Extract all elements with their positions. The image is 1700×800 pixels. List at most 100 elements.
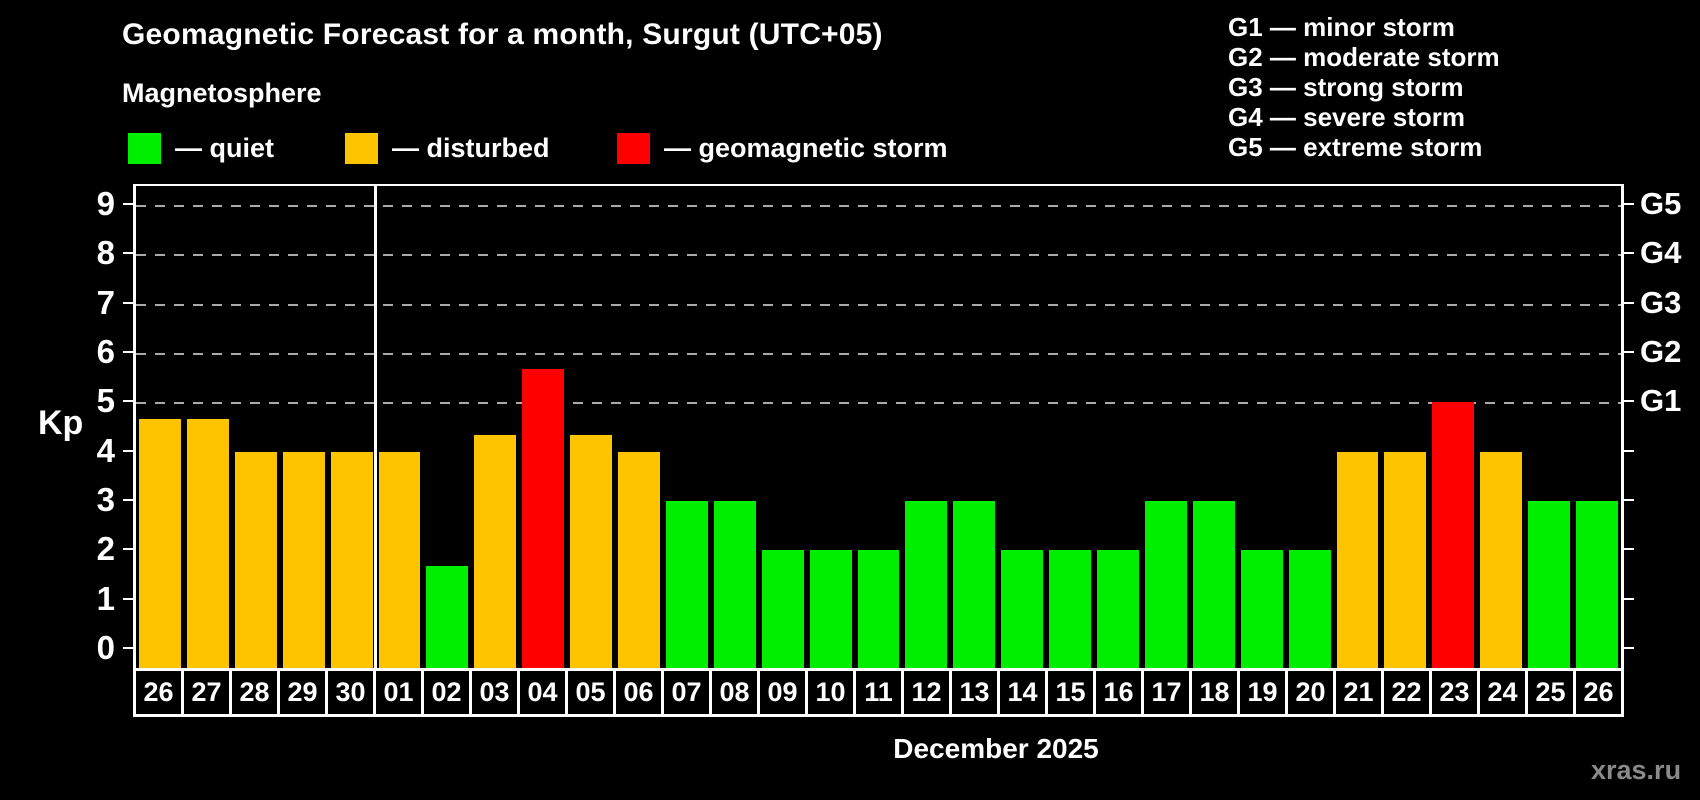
g-scale-legend: G1 — minor storm G2 — moderate storm G3 — … <box>1228 12 1500 162</box>
y-tick-left-6 <box>123 350 133 353</box>
y-axis-right: G1 G2 G3 G4 G5 <box>1624 184 1700 668</box>
bar-day-18 <box>1192 500 1235 668</box>
gridline-kp5 <box>136 402 1621 405</box>
legend-swatch-storm <box>617 132 650 164</box>
bar-day-23 <box>1432 402 1475 668</box>
g-legend-line-5: G5 — extreme storm <box>1228 132 1483 162</box>
legend-swatch-disturbed <box>345 132 378 164</box>
x-label-day-18-dec: 18 <box>1189 668 1240 717</box>
bar-day-26 <box>139 418 181 668</box>
legend-item-storm: — geomagnetic storm <box>617 131 948 165</box>
bar-day-05 <box>570 435 613 668</box>
y-tick-right-0 <box>1624 647 1634 650</box>
plot-area <box>133 184 1624 668</box>
y-axis-title: Kp <box>38 404 84 442</box>
y-axis-left: 0 1 2 3 4 5 6 7 8 9 <box>0 184 133 668</box>
bar-day-21 <box>1336 451 1379 668</box>
y-tick-label-1: 1 <box>96 579 115 617</box>
y-tick-left-1 <box>123 597 133 600</box>
g-level-label-G2: G2 <box>1640 333 1682 369</box>
g-level-label-G3: G3 <box>1640 284 1682 320</box>
y-tick-label-4: 4 <box>96 431 115 469</box>
y-tick-right-8 <box>1624 252 1634 255</box>
x-label-day-06-dec: 06 <box>613 668 664 717</box>
bar-day-03 <box>474 435 517 668</box>
y-tick-label-9: 9 <box>96 184 115 222</box>
x-label-day-17-dec: 17 <box>1141 668 1192 717</box>
bar-day-01 <box>378 451 421 668</box>
x-label-day-23-dec: 23 <box>1429 668 1480 717</box>
x-label-day-08-dec: 08 <box>709 668 760 717</box>
y-tick-label-3: 3 <box>96 481 115 519</box>
x-label-day-04-dec: 04 <box>517 668 568 717</box>
x-label-day-03-dec: 03 <box>469 668 520 717</box>
y-tick-label-6: 6 <box>96 332 115 370</box>
x-label-day-20-dec: 20 <box>1285 668 1336 717</box>
x-label-day-24-dec: 24 <box>1477 668 1528 717</box>
x-label-day-02-dec: 02 <box>421 668 472 717</box>
bar-day-15 <box>1049 549 1092 668</box>
bar-day-24 <box>1480 451 1523 668</box>
bar-day-26 <box>1576 500 1618 668</box>
legend-swatch-quiet <box>128 132 161 164</box>
y-tick-right-5 <box>1624 400 1634 403</box>
x-label-day-13-dec: 13 <box>949 668 1000 717</box>
g-level-label-G4: G4 <box>1640 235 1682 271</box>
bar-day-14 <box>1001 549 1044 668</box>
y-tick-right-2 <box>1624 548 1634 551</box>
y-tick-left-3 <box>123 499 133 502</box>
y-tick-label-0: 0 <box>96 629 115 667</box>
bar-day-25 <box>1528 500 1571 668</box>
x-label-day-05-dec: 05 <box>565 668 616 717</box>
y-tick-label-5: 5 <box>96 382 115 420</box>
bar-day-09 <box>761 549 804 668</box>
x-label-day-25-dec: 25 <box>1525 668 1576 717</box>
x-label-day-12-dec: 12 <box>901 668 952 717</box>
x-label-day-14-dec: 14 <box>997 668 1048 717</box>
y-tick-right-1 <box>1624 597 1634 600</box>
y-tick-left-2 <box>123 548 133 551</box>
bar-day-07 <box>665 500 708 668</box>
legend-item-quiet: — quiet <box>128 131 274 165</box>
bar-day-22 <box>1384 451 1427 668</box>
month-divider <box>374 186 378 668</box>
legend-label-quiet: — quiet <box>175 132 274 163</box>
y-tick-right-3 <box>1624 499 1634 502</box>
x-label-day-11-dec: 11 <box>853 668 904 717</box>
x-label-day-16-dec: 16 <box>1093 668 1144 717</box>
bar-day-06 <box>618 451 660 668</box>
g-legend-line-2: G2 — moderate storm <box>1228 42 1500 72</box>
bar-day-17 <box>1144 500 1187 668</box>
x-label-day-10-dec: 10 <box>805 668 856 717</box>
legend-label-storm: — geomagnetic storm <box>664 132 948 163</box>
x-label-day-15-dec: 15 <box>1045 668 1096 717</box>
x-label-day-28-nov: 28 <box>229 668 280 717</box>
x-label-day-09-dec: 09 <box>757 668 808 717</box>
g-legend-line-3: G3 — strong storm <box>1228 72 1464 102</box>
y-tick-left-8 <box>123 252 133 255</box>
bar-day-04 <box>522 369 565 668</box>
x-label-day-22-dec: 22 <box>1381 668 1432 717</box>
g-level-label-G1: G1 <box>1640 383 1682 419</box>
x-label-day-26-nov: 26 <box>133 668 184 717</box>
legend-label-disturbed: — disturbed <box>392 132 550 163</box>
bar-day-29 <box>282 451 325 668</box>
bar-day-16 <box>1097 549 1139 668</box>
y-tick-left-4 <box>123 449 133 452</box>
chart-title: Geomagnetic Forecast for a month, Surgut… <box>122 18 883 51</box>
x-axis-labels: 26 27 28 29 30 01 02 03 04 05 06 07 08 09 10 11 12 13 14 15… <box>133 668 1624 717</box>
gridline-kp7 <box>136 303 1621 306</box>
g-legend-line-4: G4 — severe storm <box>1228 102 1466 132</box>
y-tick-label-2: 2 <box>96 530 115 568</box>
g-level-label-G5: G5 <box>1640 185 1682 221</box>
y-tick-right-7 <box>1624 301 1634 304</box>
x-label-day-21-dec: 21 <box>1333 668 1384 717</box>
x-label-day-01-dec: 01 <box>373 668 424 717</box>
bar-day-08 <box>713 500 756 668</box>
x-label-day-30-nov: 30 <box>325 668 376 717</box>
y-tick-left-9 <box>123 202 133 205</box>
bar-day-27 <box>186 418 229 668</box>
bar-day-19 <box>1240 549 1283 668</box>
y-tick-left-5 <box>123 400 133 403</box>
